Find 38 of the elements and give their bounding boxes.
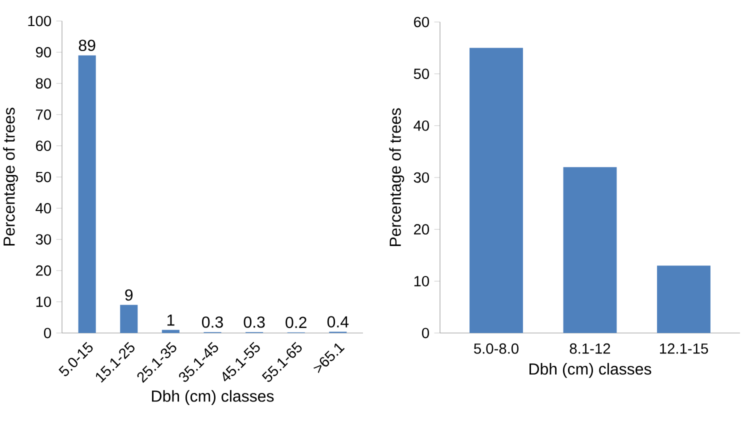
y-tick-label: 30 [414,172,430,183]
y-tick-label: 10 [414,276,430,286]
data-label: 0.3 [202,316,223,328]
y-axis-title: Percentage of trees [3,108,18,246]
y-tick-label: 20 [414,224,430,235]
data-label: 0.4 [327,316,349,328]
bar [120,304,138,333]
x-tick-label: 5.0-8.0 [474,343,518,354]
y-tick-label: 50 [414,68,430,80]
y-tick-label: 70 [36,109,52,120]
x-axis-title: Dbh (cm) classes [530,362,652,378]
y-tick-label: 10 [36,296,52,307]
y-tick-label: 30 [36,234,52,245]
bar [470,48,523,333]
y-tick-label: 60 [36,140,52,151]
bar [162,330,180,333]
data-label: 0.3 [244,316,265,328]
x-tick-label: 8.1-12 [570,343,610,354]
y-tick-label: 80 [36,78,52,89]
y-tick-label: 20 [36,265,52,276]
data-label: 9 [125,289,133,301]
y-tick-label: 60 [414,16,430,28]
y-tick-label: 50 [36,172,52,182]
y-tick-label: 40 [414,120,430,131]
y-axis-title: Percentage of trees [389,108,404,246]
y-tick-label: 40 [36,203,52,214]
x-axis-title: Dbh (cm) classes [152,390,274,405]
data-label: 1 [167,314,174,326]
bar [657,266,710,333]
y-tick-label: 100 [28,16,52,26]
y-tick-label: 0 [44,328,52,338]
data-label: 89 [78,40,96,52]
bar [78,55,96,333]
y-tick-label: 0 [422,328,430,338]
y-tick-label: 90 [36,47,52,58]
x-tick-label: 12.1-15 [660,343,708,354]
bar [563,167,617,333]
data-label: 0.2 [286,316,306,328]
